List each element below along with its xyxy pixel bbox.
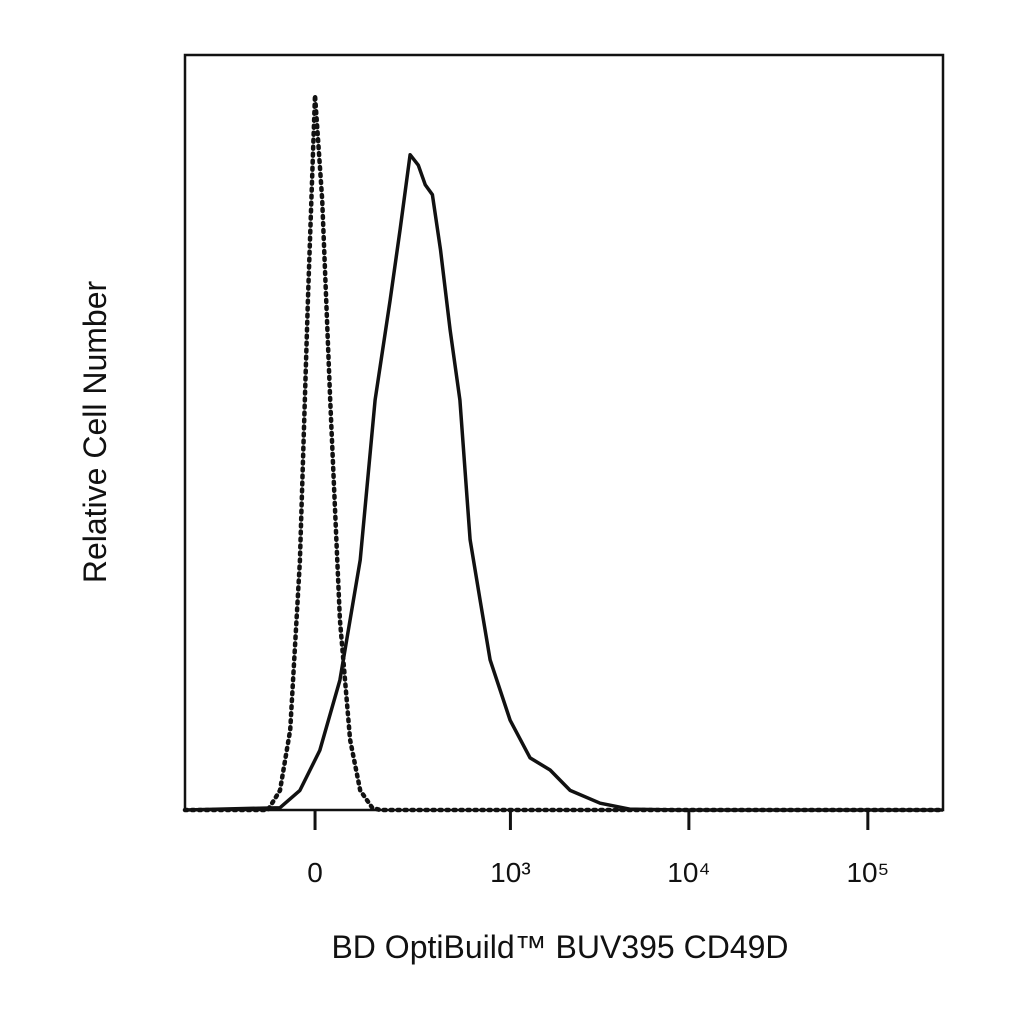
histogram-line xyxy=(184,152,943,812)
x-axis-label: BD OptiBuild™ BUV395 CD49D xyxy=(331,929,788,965)
histogram-line xyxy=(182,92,946,813)
x-tick-label: 10³ xyxy=(490,857,530,888)
x-tick-label: 10⁵ xyxy=(846,857,889,888)
x-tick-label: 10⁴ xyxy=(667,857,710,888)
plot-frame xyxy=(183,53,945,812)
y-axis-label: Relative Cell Number xyxy=(77,280,113,583)
x-tick-label: 0 xyxy=(307,857,323,888)
